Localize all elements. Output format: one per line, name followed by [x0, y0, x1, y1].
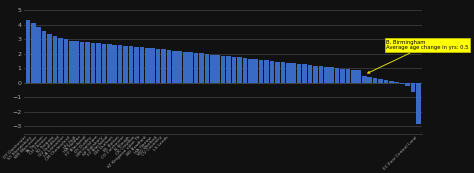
Bar [389, 81, 393, 83]
Bar [308, 65, 312, 83]
Bar [199, 53, 204, 83]
Bar [243, 58, 247, 83]
Bar [411, 83, 415, 92]
Bar [275, 62, 280, 83]
Bar [58, 38, 63, 83]
Bar [64, 39, 68, 83]
Bar [69, 41, 73, 83]
Bar [145, 48, 150, 83]
Bar [139, 47, 144, 83]
Bar [47, 34, 52, 83]
Bar [216, 55, 220, 83]
Bar [91, 43, 95, 83]
Bar [373, 78, 377, 83]
Bar [400, 83, 404, 84]
Bar [367, 77, 372, 83]
Bar [346, 69, 350, 83]
Bar [85, 42, 90, 83]
Bar [150, 48, 155, 83]
Bar [270, 61, 274, 83]
Bar [248, 59, 253, 83]
Bar [101, 44, 106, 83]
Bar [302, 65, 307, 83]
Bar [329, 67, 334, 83]
Bar [226, 56, 231, 83]
Bar [161, 49, 166, 83]
Bar [167, 50, 171, 83]
Bar [232, 57, 237, 83]
Bar [237, 57, 242, 83]
Bar [53, 36, 57, 83]
Bar [297, 64, 301, 83]
Text: B, Birmingham
Average age change in yrs: 0.5: B, Birmingham Average age change in yrs:… [368, 40, 468, 73]
Bar [394, 82, 399, 83]
Bar [118, 45, 122, 83]
Bar [362, 76, 366, 83]
Bar [259, 60, 264, 83]
Bar [264, 60, 269, 83]
Bar [36, 27, 41, 83]
Bar [378, 79, 383, 83]
Bar [96, 43, 101, 83]
Bar [177, 51, 182, 83]
Bar [281, 62, 285, 83]
Bar [313, 66, 318, 83]
Bar [221, 56, 226, 83]
Bar [340, 69, 345, 83]
Bar [383, 80, 388, 83]
Bar [335, 68, 339, 83]
Bar [254, 59, 258, 83]
Bar [128, 46, 133, 83]
Bar [351, 70, 356, 83]
Bar [123, 46, 128, 83]
Bar [26, 20, 30, 83]
Bar [183, 52, 188, 83]
Bar [205, 54, 209, 83]
Bar [42, 31, 46, 83]
Bar [324, 67, 328, 83]
Bar [74, 41, 79, 83]
Bar [210, 55, 215, 83]
Bar [356, 70, 361, 83]
Bar [80, 42, 84, 83]
Bar [156, 49, 160, 83]
Bar [31, 23, 36, 83]
Bar [319, 66, 323, 83]
Bar [405, 83, 410, 86]
Bar [107, 44, 111, 83]
Bar [188, 52, 193, 83]
Bar [172, 51, 177, 83]
Bar [112, 45, 117, 83]
Bar [286, 63, 291, 83]
Bar [194, 53, 198, 83]
Bar [292, 63, 296, 83]
Bar [416, 83, 421, 124]
Bar [134, 47, 139, 83]
